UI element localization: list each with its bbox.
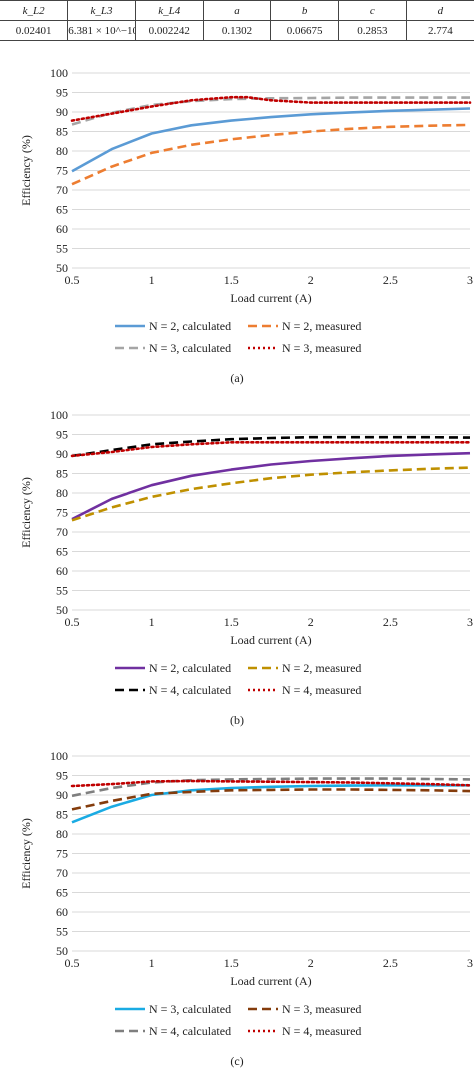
series-line [71, 788, 471, 811]
table-value-row: 0.02401 6.381 × 10^−10 0.002242 0.1302 0… [0, 20, 474, 41]
series-line [70, 779, 472, 788]
legend-label: N = 3, calculated [149, 341, 231, 355]
y-tick-label: 70 [56, 866, 68, 880]
legend-label: N = 4, calculated [149, 683, 231, 697]
y-tick-label: 75 [56, 506, 68, 520]
table-value-cell: 6.381 × 10^−10 [67, 20, 136, 41]
table-value-cell: 0.1302 [202, 20, 271, 41]
y-tick-label: 55 [56, 242, 68, 256]
x-tick-label: 1.5 [224, 273, 239, 287]
y-tick-label: 95 [56, 428, 68, 442]
table-value-cell: 0.2853 [338, 20, 407, 41]
x-tick-label: 1 [149, 956, 155, 970]
x-axis-label: Load current (A) [230, 633, 311, 647]
legend-label: N = 4, measured [282, 683, 361, 697]
y-tick-label: 70 [56, 183, 68, 197]
y-tick-label: 100 [50, 749, 68, 763]
x-tick-label: 1.5 [224, 615, 239, 629]
x-tick-label: 2.5 [383, 273, 398, 287]
y-tick-label: 65 [56, 545, 68, 559]
panel-caption: (a) [230, 371, 243, 385]
legend-label: N = 3, measured [282, 1002, 361, 1016]
x-tick-label: 1 [149, 615, 155, 629]
table-value-cell: 0.002242 [134, 20, 204, 41]
y-axis-label: Efficiency (%) [19, 135, 33, 206]
y-tick-label: 100 [50, 408, 68, 422]
series-line [71, 107, 471, 173]
series-line [70, 95, 472, 122]
x-tick-label: 0.5 [65, 615, 80, 629]
panel-caption: (c) [230, 1054, 243, 1068]
legend-label: N = 2, calculated [149, 319, 231, 333]
y-tick-label: 95 [56, 86, 68, 100]
table-header-row: k_L2 k_L3 k_L4 a b c d [0, 0, 474, 21]
legend-label: N = 3, calculated [149, 1002, 231, 1016]
y-tick-label: 65 [56, 203, 68, 217]
x-tick-label: 2.5 [383, 956, 398, 970]
x-tick-label: 2 [308, 615, 314, 629]
y-tick-label: 80 [56, 827, 68, 841]
parameter-table: k_L2 k_L3 k_L4 a b c d 0.02401 6.381 × 1… [0, 0, 474, 41]
series-line [71, 777, 471, 798]
legend-label: N = 4, measured [282, 1024, 361, 1038]
y-tick-label: 90 [56, 105, 68, 119]
legend-label: N = 2, calculated [149, 661, 231, 675]
x-tick-label: 3 [467, 273, 473, 287]
y-tick-label: 50 [56, 603, 68, 617]
x-axis-label: Load current (A) [230, 291, 311, 305]
y-tick-label: 85 [56, 467, 68, 481]
legend-label: N = 3, measured [282, 341, 361, 355]
y-tick-label: 90 [56, 447, 68, 461]
y-tick-label: 90 [56, 788, 68, 802]
x-tick-label: 1 [149, 273, 155, 287]
y-tick-label: 55 [56, 925, 68, 939]
series-line [71, 783, 470, 824]
y-tick-label: 50 [56, 944, 68, 958]
y-tick-label: 55 [56, 584, 68, 598]
table-value-cell: 0.02401 [0, 20, 68, 41]
chart-panel-c: 50 55 60 65 70 75 80 85 90 95 100 0.5 1 1.5 2 2.5 3 Load … [19, 749, 473, 1068]
x-tick-label: 1.5 [224, 956, 239, 970]
y-tick-label: 70 [56, 525, 68, 539]
series-line [71, 123, 471, 186]
x-axis-label: Load current (A) [230, 974, 311, 988]
series-line [71, 451, 471, 521]
y-tick-label: 60 [56, 222, 68, 236]
y-tick-label: 85 [56, 125, 68, 139]
x-tick-label: 2 [308, 273, 314, 287]
series-line [71, 435, 471, 458]
x-tick-label: 3 [467, 615, 473, 629]
table-value-cell: 2.774 [405, 20, 474, 41]
chart-panel-a: 50 55 60 65 70 75 80 85 90 95 100 0.5 1 1.5 2 2.5 3 Load … [19, 66, 473, 385]
chart-panel-b: 50 55 60 65 70 75 80 85 90 95 100 0.5 1 1.5 2 2.5 3 Load … [19, 408, 473, 727]
series-line [70, 440, 472, 458]
series-line [71, 466, 471, 522]
series-line [71, 96, 470, 126]
y-axis-label: Efficiency (%) [19, 818, 33, 889]
legend-label: N = 2, measured [282, 661, 361, 675]
legend-label: N = 2, measured [282, 319, 361, 333]
x-tick-label: 2 [308, 956, 314, 970]
x-tick-label: 2.5 [383, 615, 398, 629]
x-tick-label: 0.5 [65, 956, 80, 970]
y-tick-label: 65 [56, 886, 68, 900]
y-tick-label: 75 [56, 847, 68, 861]
y-tick-label: 75 [56, 164, 68, 178]
y-axis-label: Efficiency (%) [19, 477, 33, 548]
panel-caption: (b) [230, 713, 244, 727]
legend-label: N = 4, calculated [149, 1024, 231, 1038]
y-tick-label: 50 [56, 261, 68, 275]
x-tick-label: 0.5 [65, 273, 80, 287]
y-tick-label: 60 [56, 905, 68, 919]
y-tick-label: 85 [56, 808, 68, 822]
table-value-cell: 0.06675 [270, 20, 339, 41]
y-tick-label: 100 [50, 66, 68, 80]
y-tick-label: 80 [56, 144, 68, 158]
x-tick-label: 3 [467, 956, 473, 970]
y-tick-label: 95 [56, 769, 68, 783]
y-tick-label: 60 [56, 564, 68, 578]
y-tick-label: 80 [56, 486, 68, 500]
